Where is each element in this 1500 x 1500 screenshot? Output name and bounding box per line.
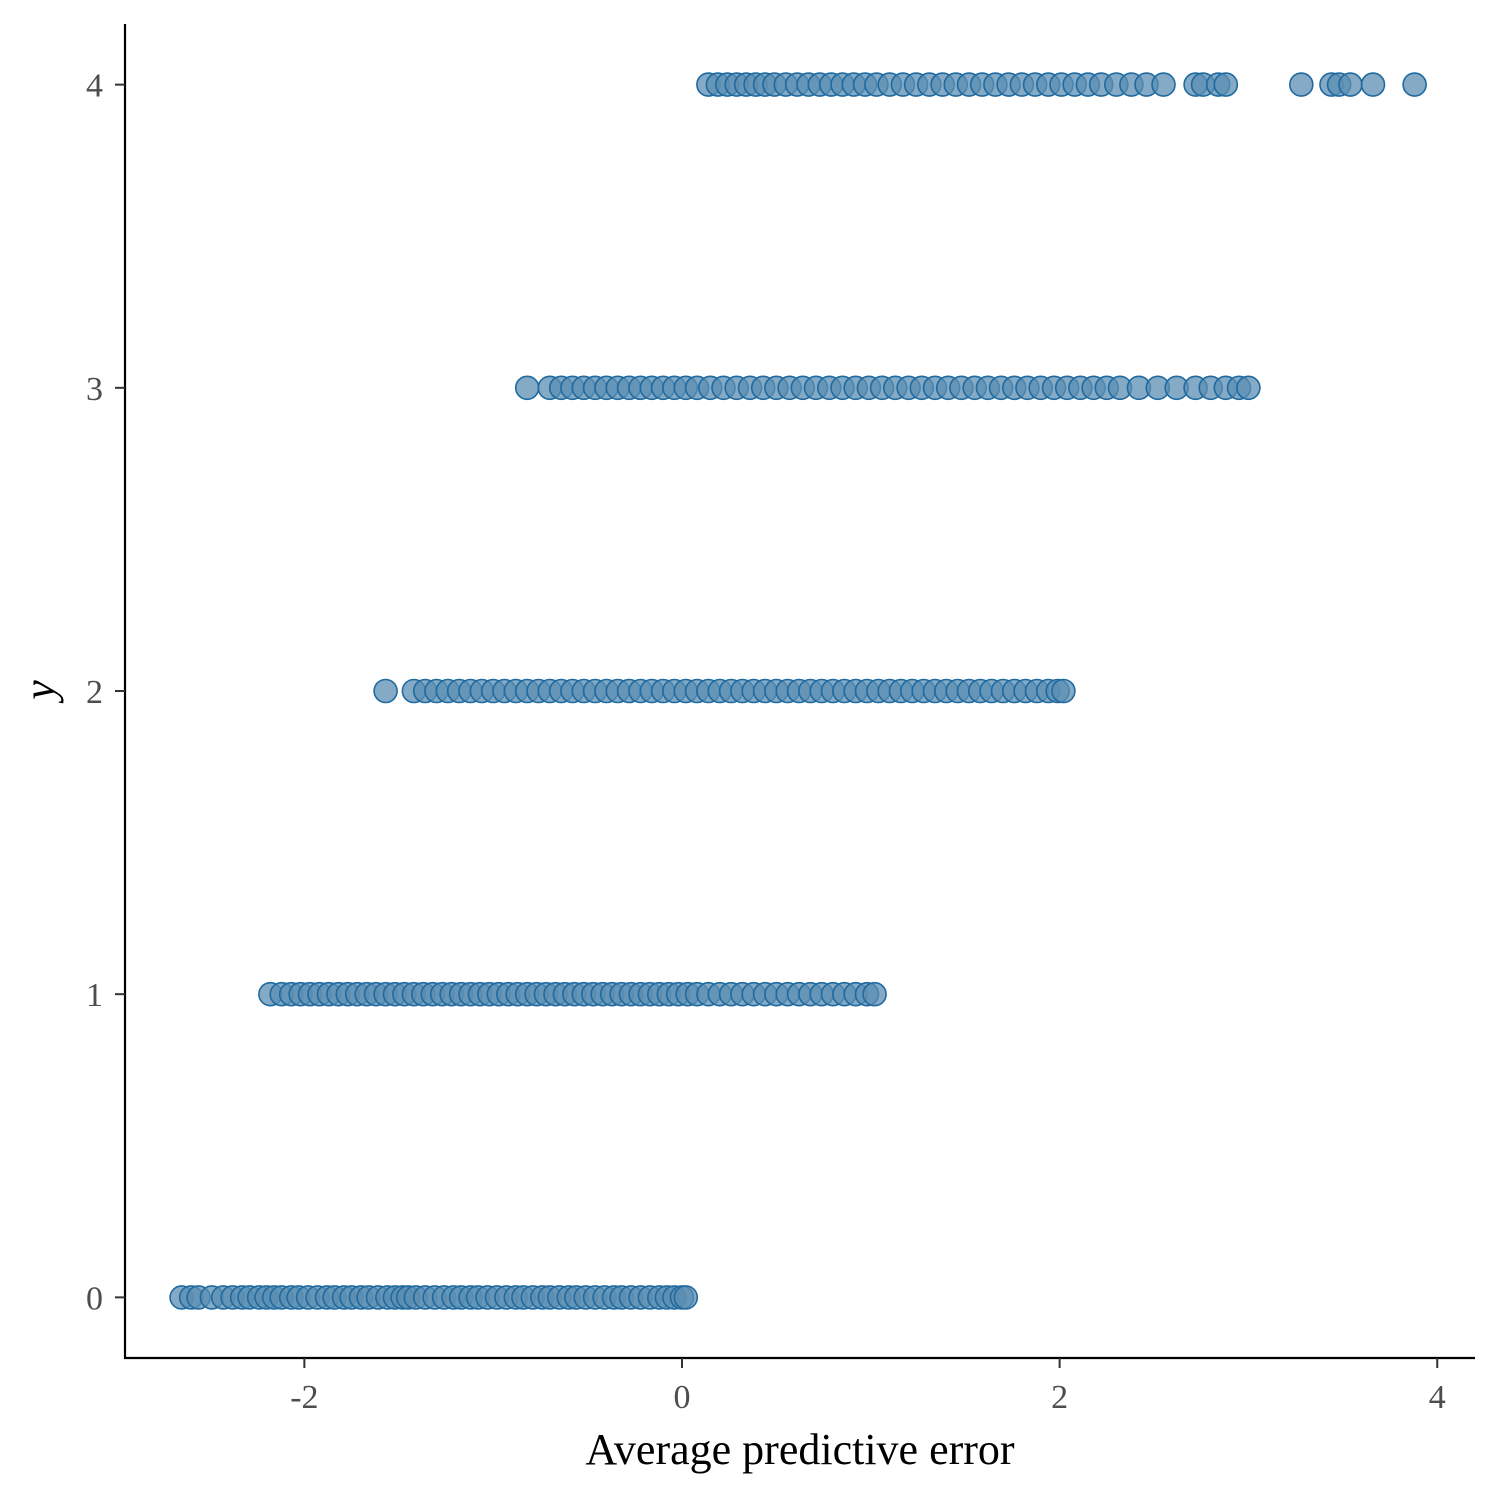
points-layer <box>169 72 1427 1310</box>
data-point <box>1213 72 1239 97</box>
data-point <box>862 981 887 1007</box>
y-tick-label: 2 <box>86 674 103 711</box>
data-point <box>373 678 398 704</box>
x-axis-title: Average predictive error <box>585 1425 1014 1474</box>
data-point <box>1360 72 1386 97</box>
data-point <box>1151 72 1176 97</box>
x-tick-label: 2 <box>1051 1379 1068 1416</box>
x-tick-label: -2 <box>290 1379 318 1416</box>
data-point <box>514 375 540 401</box>
x-tick-label: 0 <box>673 1379 690 1416</box>
data-point <box>1402 72 1427 97</box>
data-point <box>1338 72 1363 97</box>
data-point <box>1289 72 1314 97</box>
ticks-layer: -2 0 2 4 0 1 2 3 4 <box>86 68 1446 1416</box>
x-tick-label: 4 <box>1429 1379 1446 1416</box>
y-tick-label: 4 <box>86 68 103 105</box>
y-tick-label: 1 <box>86 977 103 1014</box>
data-point <box>673 1285 699 1310</box>
y-tick-label: 3 <box>86 371 103 408</box>
data-point <box>1051 678 1076 704</box>
y-axis-title: y <box>15 680 64 704</box>
data-point <box>1236 375 1261 401</box>
y-tick-label: 0 <box>86 1280 103 1317</box>
